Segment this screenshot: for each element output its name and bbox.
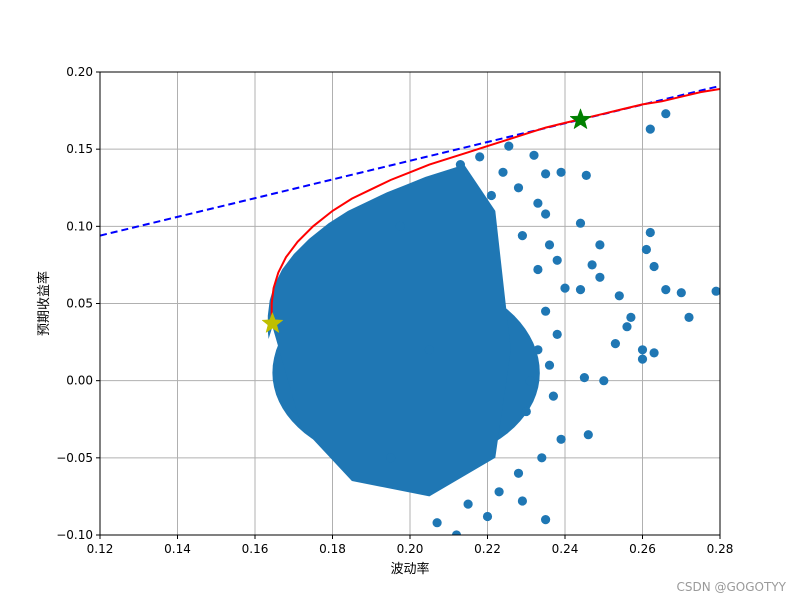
min-volatility-star: [261, 311, 284, 334]
y-axis-label: 预期收益率: [36, 271, 52, 336]
scatter-point: [541, 209, 551, 219]
scatter-point: [541, 515, 551, 525]
scatter-point: [513, 183, 524, 193]
watermark-text: CSDN @GOGOTYY: [676, 580, 786, 594]
scatter-point: [395, 221, 405, 231]
scatter-point: [486, 190, 496, 201]
scatter-point: [548, 391, 559, 401]
scatter-point: [544, 240, 555, 250]
x-tick-label: 0.18: [319, 542, 346, 556]
axis-ticks: 0.12 0.14 0.16 0.18 0.20 0.22 0.24 0.26 0.28 −0.1…: [56, 65, 733, 556]
x-tick-label: 0.12: [87, 542, 114, 556]
scatter-point: [525, 376, 535, 386]
scatter-point: [626, 312, 636, 322]
x-tick-label: 0.28: [707, 542, 734, 556]
scatter-point: [482, 511, 493, 522]
scatter-point: [645, 227, 655, 238]
scatter-point: [521, 406, 531, 417]
scatter-point: [475, 152, 485, 162]
efficient-frontier-line: [270, 88, 720, 327]
star-markers: [261, 108, 592, 334]
scatter-point: [637, 345, 648, 355]
scatter-point: [649, 261, 659, 272]
y-tick-label: −0.05: [56, 451, 93, 465]
scatter-point: [533, 345, 543, 355]
scatter-point: [595, 240, 605, 250]
scatter-point: [711, 286, 720, 296]
scatter-cloud: [267, 164, 540, 497]
scatter-point: [649, 348, 659, 358]
scatter-point: [556, 167, 566, 177]
scatter-point: [463, 499, 473, 509]
chart-lines: [100, 84, 720, 327]
max-sharpe-star: [569, 108, 592, 130]
scatter-point: [579, 373, 590, 383]
x-axis-label: 波动率: [390, 561, 429, 577]
scatter-points: [269, 109, 720, 535]
scatter-point: [386, 453, 396, 463]
scatter-point: [637, 354, 648, 364]
y-tick-label: 0.15: [66, 142, 93, 156]
scatter-point: [504, 141, 514, 151]
scatter-point: [684, 312, 694, 322]
x-tick-label: 0.14: [164, 542, 191, 556]
scatter-point: [451, 530, 462, 535]
x-tick-label: 0.22: [474, 542, 501, 556]
y-tick-label: 0.00: [66, 374, 93, 388]
x-tick-label: 0.24: [552, 542, 579, 556]
scatter-point: [494, 487, 504, 497]
y-tick-label: 0.10: [66, 219, 93, 233]
scatter-point: [583, 430, 593, 440]
scatter-point: [676, 288, 686, 298]
scatter-point: [552, 255, 562, 265]
scatter-point: [599, 376, 609, 386]
scatter-point: [455, 160, 465, 170]
scatter-point: [556, 434, 566, 444]
scatter-point: [560, 283, 570, 293]
scatter-point: [595, 272, 605, 282]
scatter-point: [641, 244, 652, 255]
scatter-point: [533, 198, 543, 208]
x-tick-label: 0.16: [242, 542, 269, 556]
scatter-point: [587, 260, 597, 270]
x-tick-label: 0.20: [397, 542, 424, 556]
scatter-point: [661, 109, 671, 119]
scatter-point: [552, 329, 562, 339]
scatter-point: [610, 339, 621, 349]
scatter-point: [541, 306, 551, 316]
scatter-point: [529, 150, 539, 160]
scatter-point: [517, 496, 528, 506]
scatter-point: [661, 285, 671, 295]
scatter-point: [513, 468, 524, 478]
scatter-upper-mass: [267, 164, 511, 497]
scatter-point: [537, 453, 547, 463]
scatter-point: [498, 167, 508, 177]
scatter-point: [533, 264, 543, 275]
scatter-point: [541, 169, 551, 179]
scatter-point: [544, 360, 555, 370]
scatter-point: [614, 291, 624, 301]
scatter-point: [645, 124, 655, 134]
scatter-point: [432, 518, 442, 528]
scatter-point: [517, 231, 528, 241]
scatter-point: [575, 285, 586, 295]
scatter-point: [622, 322, 632, 332]
y-tick-label: 0.05: [66, 297, 93, 311]
y-tick-label: 0.20: [66, 65, 93, 79]
x-tick-label: 0.26: [629, 542, 656, 556]
scatter-point: [581, 170, 591, 180]
scatter-point: [424, 345, 434, 355]
scatter-point: [575, 218, 586, 228]
y-tick-label: −0.10: [56, 528, 93, 542]
